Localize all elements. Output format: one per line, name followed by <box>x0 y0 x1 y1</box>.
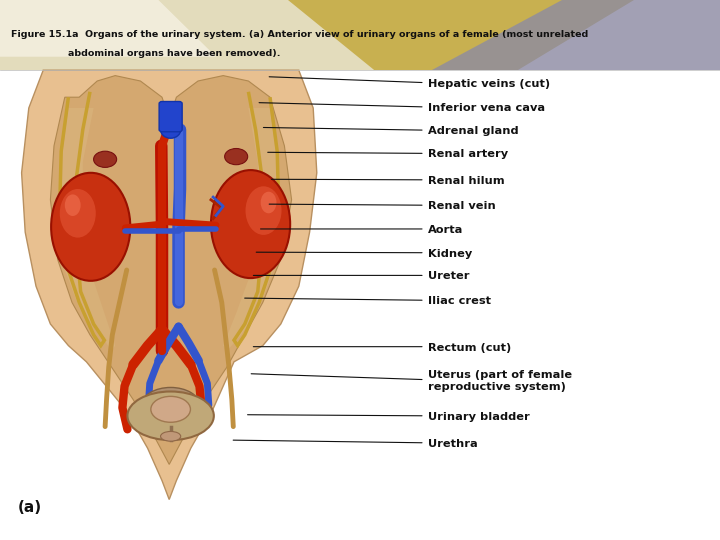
Polygon shape <box>432 0 720 70</box>
Ellipse shape <box>261 192 276 213</box>
Ellipse shape <box>211 170 290 278</box>
Polygon shape <box>223 108 281 351</box>
Text: Aorta: Aorta <box>428 225 464 235</box>
Text: Inferior vena cava: Inferior vena cava <box>428 103 546 113</box>
Text: Renal vein: Renal vein <box>428 201 496 211</box>
Text: Hepatic veins (cut): Hepatic veins (cut) <box>428 79 551 89</box>
Text: Rectum (cut): Rectum (cut) <box>428 343 512 353</box>
Ellipse shape <box>60 189 96 238</box>
Text: Ureter: Ureter <box>428 272 470 281</box>
Ellipse shape <box>246 186 282 235</box>
Ellipse shape <box>51 173 130 281</box>
Ellipse shape <box>94 151 117 167</box>
Text: (a): (a) <box>18 500 42 515</box>
Text: Renal artery: Renal artery <box>428 150 508 159</box>
Text: Uterus (part of female
reproductive system): Uterus (part of female reproductive syst… <box>428 370 572 392</box>
Text: Adrenal gland: Adrenal gland <box>428 126 519 136</box>
Ellipse shape <box>161 431 181 441</box>
Ellipse shape <box>127 392 214 440</box>
Text: Urinary bladder: Urinary bladder <box>428 412 530 422</box>
Text: Figure 15.1a  Organs of the urinary system. (a) Anterior view of urinary organs : Figure 15.1a Organs of the urinary syste… <box>11 30 588 39</box>
Text: abdominal organs have been removed).: abdominal organs have been removed). <box>68 50 281 58</box>
Text: Iliac crest: Iliac crest <box>428 296 491 306</box>
Text: Renal hilum: Renal hilum <box>428 176 505 186</box>
Bar <box>0 70 720 540</box>
Ellipse shape <box>65 194 81 216</box>
Polygon shape <box>518 0 720 70</box>
Text: Urethra: Urethra <box>428 439 478 449</box>
Polygon shape <box>0 0 374 70</box>
Polygon shape <box>0 0 216 57</box>
Ellipse shape <box>225 148 248 165</box>
Text: Kidney: Kidney <box>428 249 472 259</box>
Ellipse shape <box>150 396 190 422</box>
Ellipse shape <box>161 121 181 138</box>
Bar <box>0 0 720 70</box>
Polygon shape <box>22 70 317 500</box>
Ellipse shape <box>142 388 199 422</box>
Polygon shape <box>58 108 115 351</box>
Polygon shape <box>50 76 292 464</box>
FancyBboxPatch shape <box>159 102 182 132</box>
